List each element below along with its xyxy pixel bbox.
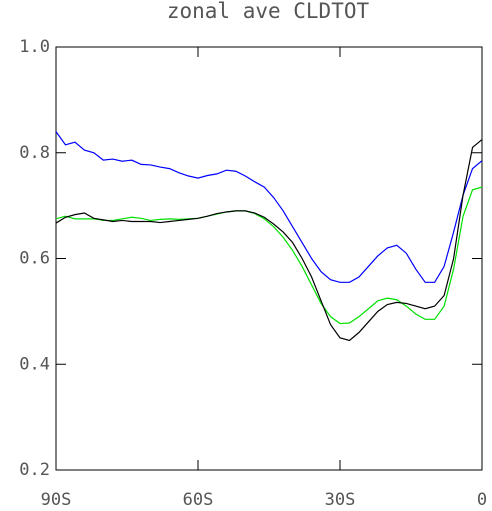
x-tick-label: 30S — [325, 490, 356, 510]
y-tick-label: 0.8 — [19, 143, 50, 163]
series-line — [55, 139, 483, 342]
chart-title: zonal ave CLDTOT — [167, 0, 370, 23]
plot-frame — [55, 46, 483, 471]
x-tick-label: 60S — [183, 490, 214, 510]
series-line — [55, 131, 483, 283]
y-tick-label: 0.4 — [19, 354, 50, 374]
x-tick-label: 0 — [477, 490, 487, 510]
y-tick-label: 1.0 — [19, 37, 50, 57]
y-tick-label: 0.6 — [19, 249, 50, 269]
series-line — [55, 186, 483, 325]
x-tick-label: 90S — [41, 490, 72, 510]
y-tick-label: 0.2 — [19, 460, 50, 480]
